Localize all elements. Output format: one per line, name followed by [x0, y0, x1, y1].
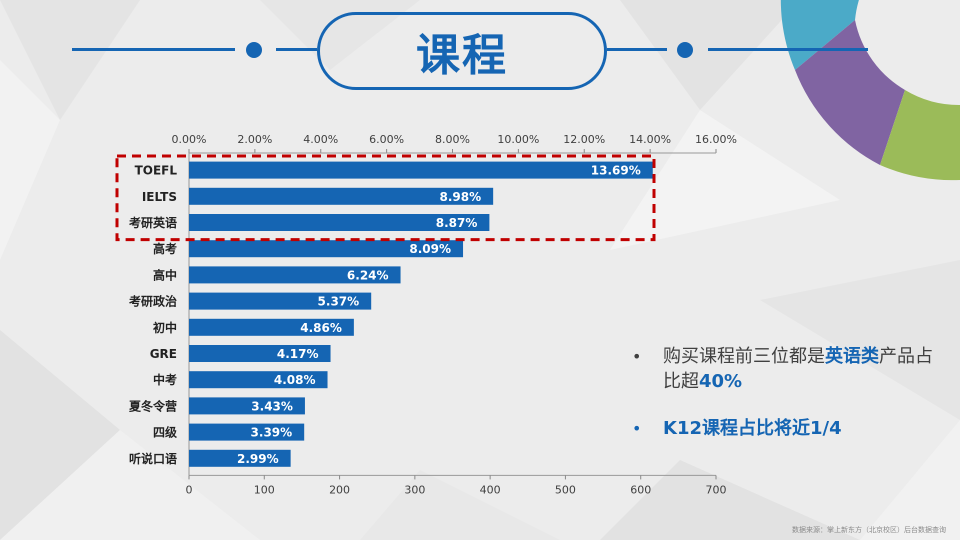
bottom-axis-tick-label: 300	[404, 483, 425, 496]
bar-value-label: 4.17%	[277, 347, 319, 361]
top-axis-tick-label: 16.00%	[695, 133, 737, 146]
category-label: 考研政治	[129, 294, 177, 309]
bar-value-label: 8.87%	[436, 216, 478, 230]
category-label: 听说口语	[129, 451, 177, 466]
bar-value-label: 4.08%	[274, 373, 316, 387]
bottom-axis-tick-label: 400	[480, 483, 501, 496]
top-axis-tick-label: 8.00%	[435, 133, 470, 146]
category-label: 四级	[153, 425, 177, 440]
insight-1-percent: 40%	[699, 371, 742, 392]
insight-1-prefix: 购买课程前三位都是	[663, 346, 825, 367]
bar-value-label: 2.99%	[237, 452, 279, 466]
top-axis-tick-label: 4.00%	[303, 133, 338, 146]
top-axis-tick-label: 6.00%	[369, 133, 404, 146]
bar-value-label: 6.24%	[347, 268, 389, 282]
category-label: TOEFL	[135, 164, 178, 178]
bar-value-label: 8.98%	[440, 190, 482, 204]
category-label: 高中	[153, 267, 177, 282]
bar-value-label: 13.69%	[591, 164, 641, 178]
bottom-axis-tick-label: 600	[630, 483, 651, 496]
category-label: 夏冬令营	[129, 398, 177, 413]
bottom-axis-tick-label: 500	[555, 483, 576, 496]
insight-english-top3: • 购买课程前三位都是英语类产品占比超40%	[630, 344, 950, 394]
category-label: 中考	[153, 372, 177, 387]
category-label: 高考	[153, 241, 177, 256]
source-note: 数据来源：掌上新东方（北京校区）后台数据查询	[792, 525, 946, 535]
bottom-axis-tick-label: 0	[186, 483, 193, 496]
top-axis-tick-label: 12.00%	[563, 133, 605, 146]
insight-1-highlight: 英语类	[825, 346, 879, 367]
insight-k12-share: • K12课程占比将近1/4	[630, 416, 950, 441]
bullet-dot-icon: •	[632, 416, 641, 441]
bar	[189, 162, 653, 179]
insight-2-fraction: 1/4	[810, 418, 842, 439]
bottom-axis-tick-label: 700	[706, 483, 727, 496]
bar-value-label: 4.86%	[300, 321, 342, 335]
top-axis-tick-label: 14.00%	[629, 133, 671, 146]
category-label: IELTS	[142, 190, 177, 204]
category-label: GRE	[150, 347, 177, 361]
top-axis-tick-label: 10.00%	[497, 133, 539, 146]
bar-value-label: 8.09%	[409, 242, 451, 256]
bar-value-label: 3.39%	[251, 426, 293, 440]
bar-value-label: 3.43%	[251, 399, 293, 413]
insights-list: • 购买课程前三位都是英语类产品占比超40% • K12课程占比将近1/4	[630, 344, 950, 463]
bar-value-label: 5.37%	[318, 295, 360, 309]
insight-2-k12: K12	[663, 418, 702, 439]
top-axis-tick-label: 0.00%	[172, 133, 207, 146]
bottom-axis-tick-label: 200	[329, 483, 350, 496]
category-label: 考研英语	[129, 215, 177, 230]
bullet-dot-icon: •	[632, 344, 641, 369]
insight-2-middle: 课程占比将近	[702, 418, 810, 439]
bottom-axis-tick-label: 100	[254, 483, 275, 496]
category-label: 初中	[153, 320, 177, 335]
top-axis-tick-label: 2.00%	[237, 133, 272, 146]
